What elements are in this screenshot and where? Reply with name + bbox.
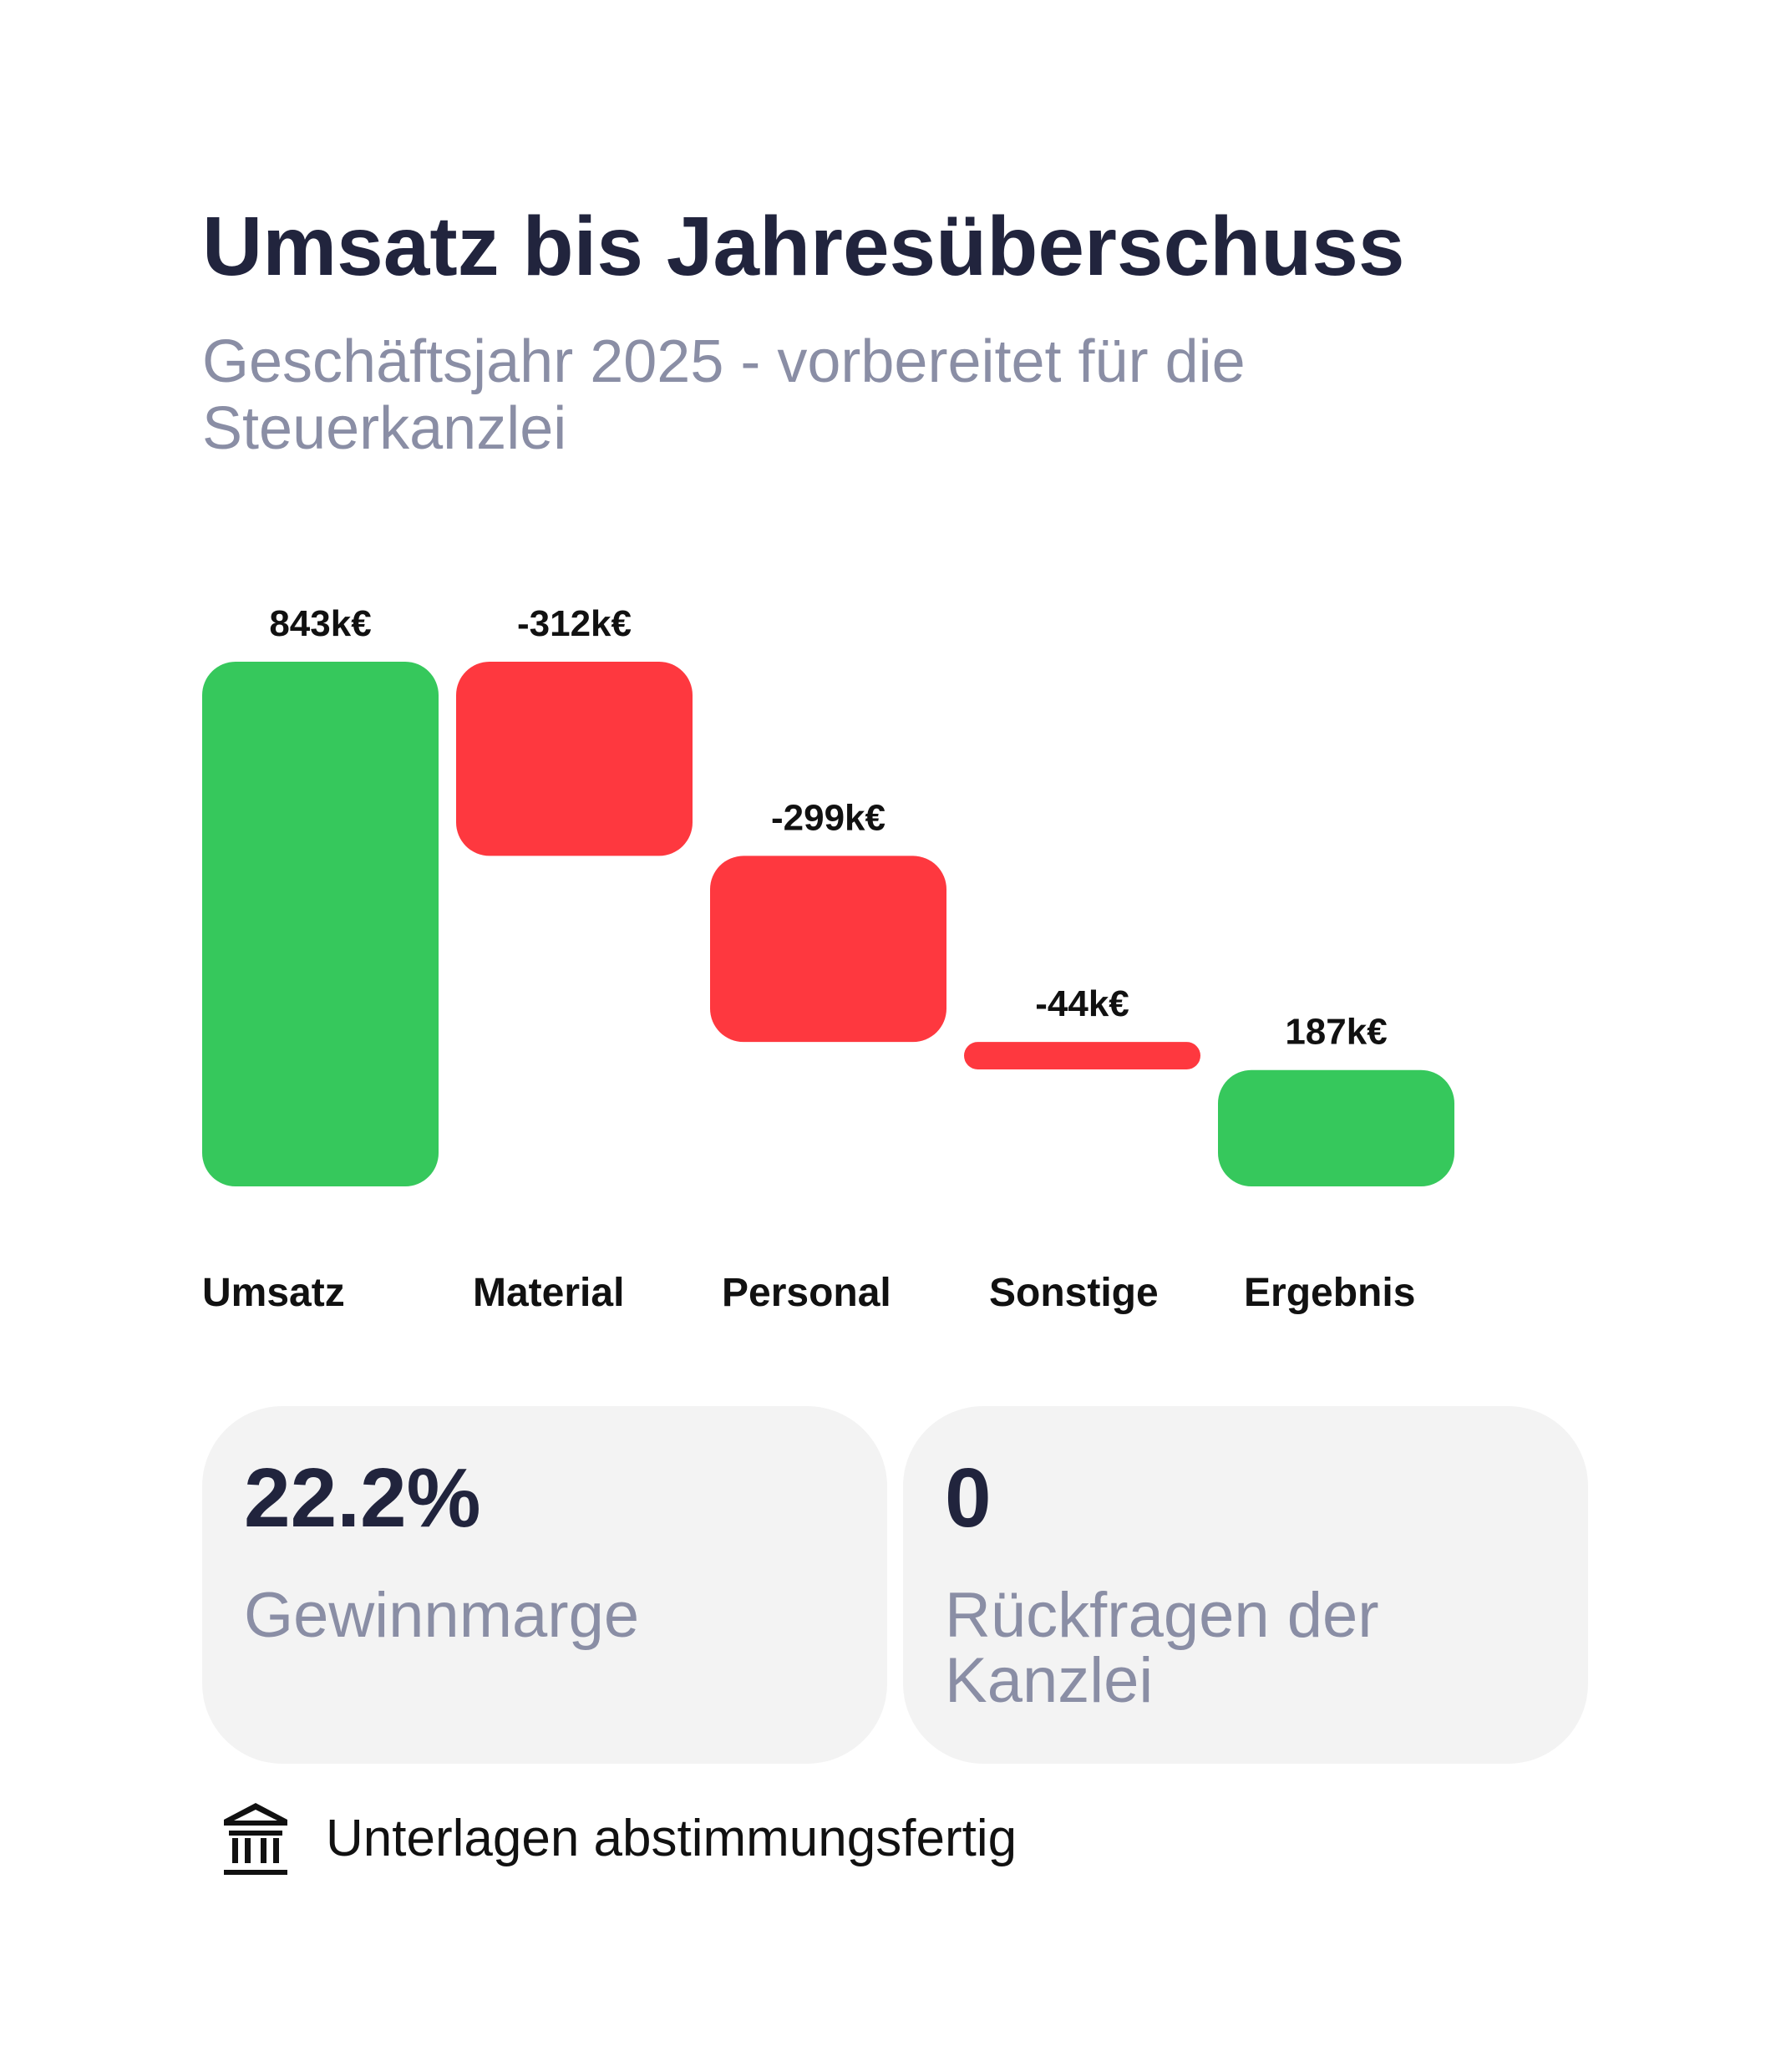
kpi-card-profit-margin: 22.2% Gewinnmarge bbox=[202, 1406, 887, 1764]
value-label-umsatz: 843k€ bbox=[269, 603, 371, 644]
status-text: Unterlagen abstimmungsfertig bbox=[326, 1809, 1017, 1867]
category-label-personal: Personal bbox=[722, 1271, 891, 1315]
chart-subtitle: Geschäftsjahr 2025 - vorbereitet für die… bbox=[202, 328, 1246, 462]
bar-sonstige bbox=[964, 1042, 1200, 1069]
profit-margin-value: 22.2% bbox=[244, 1451, 481, 1545]
bank-icon bbox=[224, 1803, 287, 1875]
status-row: Unterlagen abstimmungsfertig bbox=[221, 1796, 1017, 1880]
inquiries-label: Rückfragen der Kanzlei bbox=[945, 1580, 1379, 1716]
chart-title: Umsatz bis Jahresüberschuss bbox=[202, 200, 1405, 293]
value-label-personal: -299k€ bbox=[771, 797, 886, 838]
kpi-card-inquiries: 0 Rückfragen der Kanzlei bbox=[903, 1406, 1588, 1764]
waterfall-chart: 843k€ Umsatz -312k€ Material -299k€ Personal -… bbox=[202, 603, 1454, 1315]
value-label-sonstige: -44k€ bbox=[1035, 983, 1129, 1024]
category-label-material: Material bbox=[473, 1271, 624, 1315]
category-label-ergebnis: Ergebnis bbox=[1244, 1271, 1415, 1315]
value-label-material: -312k€ bbox=[517, 603, 632, 644]
category-label-sonstige: Sonstige bbox=[989, 1271, 1159, 1315]
profit-margin-label: Gewinnmarge bbox=[244, 1580, 640, 1651]
inquiries-value: 0 bbox=[945, 1451, 992, 1545]
category-label-umsatz: Umsatz bbox=[202, 1271, 345, 1315]
bar-umsatz bbox=[202, 662, 439, 1186]
bar-ergebnis bbox=[1218, 1069, 1454, 1186]
value-label-ergebnis: 187k€ bbox=[1285, 1012, 1387, 1053]
bar-material bbox=[456, 662, 693, 856]
bar-personal bbox=[710, 856, 946, 1043]
